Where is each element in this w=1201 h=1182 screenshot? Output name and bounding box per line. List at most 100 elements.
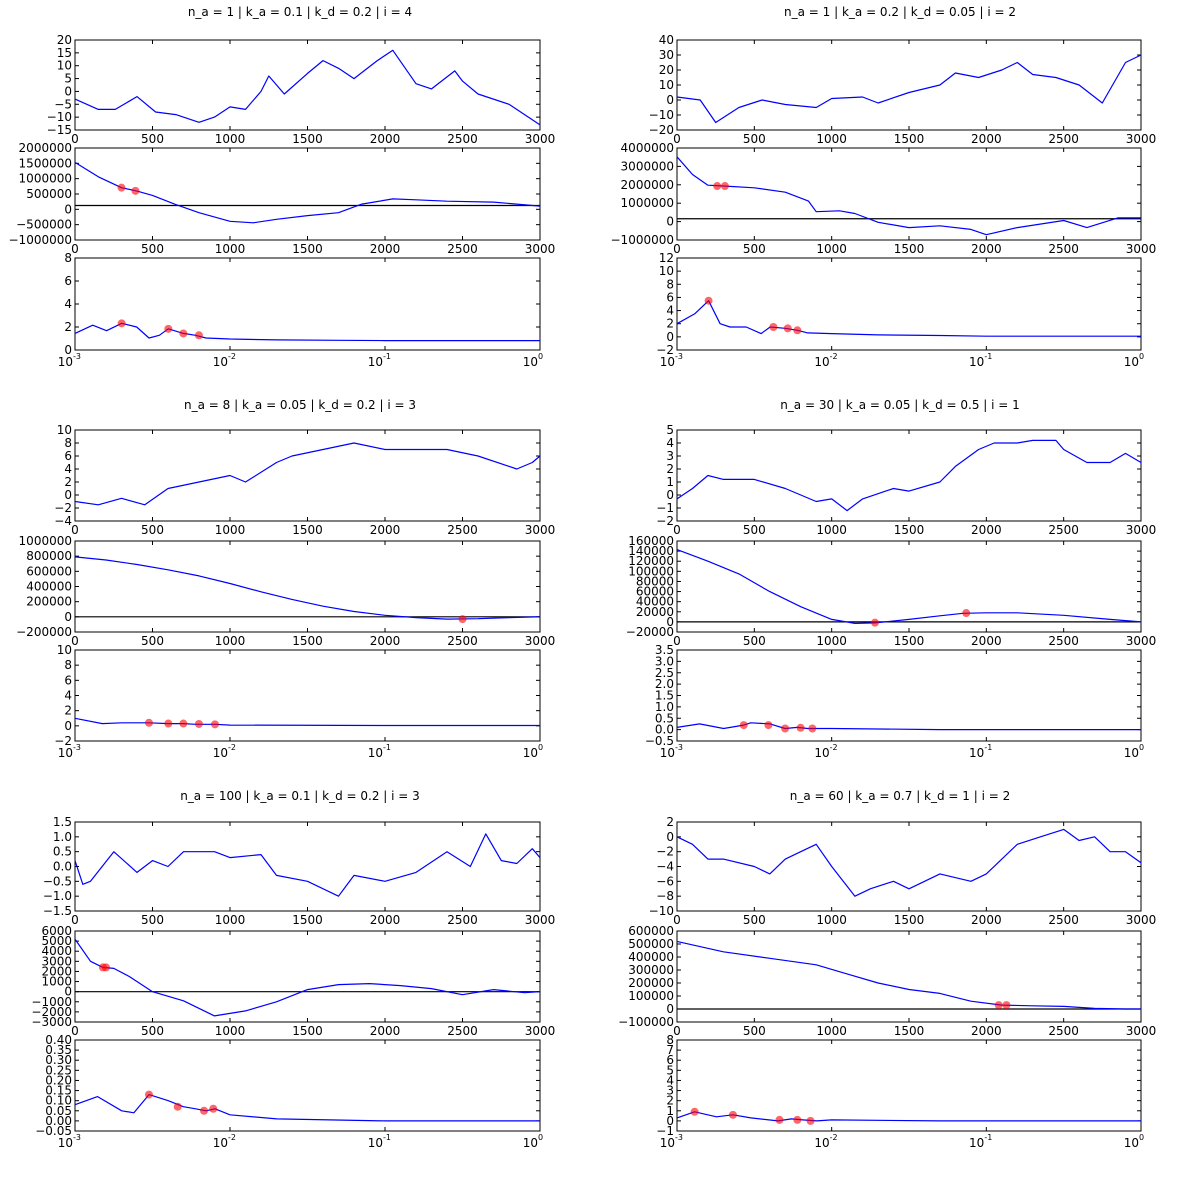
x-tick-base: 10 bbox=[660, 355, 675, 369]
y-tick-label: 4 bbox=[666, 304, 674, 318]
y-tick-label: −2000 bbox=[31, 1005, 72, 1019]
marker-point bbox=[690, 1107, 699, 1116]
y-tick-label: 8 bbox=[64, 251, 72, 265]
x-tick-exponent: 0 bbox=[1139, 352, 1144, 361]
x-tick-label: 1500 bbox=[292, 242, 323, 256]
x-tick-label: 2500 bbox=[447, 913, 478, 927]
chart-6: n_a = 60 | k_a = 0.7 | k_d = 1 | i = 2 0 5… bbox=[618, 789, 1156, 1150]
marker-point bbox=[458, 615, 467, 624]
x-tick-label: 2000 bbox=[370, 242, 401, 256]
plot-area bbox=[676, 930, 1142, 1023]
panel-acf: 0 500 1000 1500 2000 2500 3000 6000005000004000… bbox=[618, 924, 1156, 1038]
y-tick-label: 80000 bbox=[636, 574, 674, 588]
series-line bbox=[676, 439, 1142, 512]
y-tick-label: 6 bbox=[666, 1053, 674, 1067]
chart-4: n_a = 30 | k_a = 0.05 | k_d = 0.5 | i = … bbox=[626, 398, 1157, 760]
y-tick-label: 2 bbox=[666, 462, 674, 476]
x-tick-label: 1000 bbox=[816, 913, 847, 927]
y-tick-label: −1.0 bbox=[43, 889, 72, 903]
y-tick-label: −2 bbox=[656, 514, 674, 528]
y-tick-label: 8 bbox=[666, 1033, 674, 1047]
y-tick-label: 1 bbox=[666, 1104, 674, 1118]
y-tick-label: 1000 bbox=[41, 975, 72, 989]
marker-point bbox=[781, 724, 790, 733]
x-tick-exponent: -3 bbox=[73, 1133, 81, 1142]
marker-point bbox=[994, 1001, 1003, 1010]
x-tick-label: 3000 bbox=[1126, 242, 1157, 256]
x-tick-label: 500 bbox=[141, 634, 164, 648]
y-tick-label: 600000 bbox=[26, 564, 72, 578]
x-tick-label: 3000 bbox=[1126, 913, 1157, 927]
plot-area bbox=[74, 930, 541, 1023]
x-tick-exponent: -2 bbox=[830, 743, 838, 752]
x-tick-base: 10 bbox=[969, 1136, 984, 1150]
y-tick-label: 12 bbox=[659, 251, 674, 265]
chart-title: n_a = 1 | k_a = 0.1 | k_d = 0.2 | i = 4 bbox=[188, 5, 412, 19]
y-tick-label: 0 bbox=[666, 1114, 674, 1128]
marker-point bbox=[720, 182, 729, 191]
x-tick-label: 3000 bbox=[525, 634, 556, 648]
x-tick-label: 500 bbox=[743, 132, 766, 146]
panel-trace: 0 500 1000 1500 2000 2500 3000 1.51.00.50.0−0.5… bbox=[43, 815, 555, 927]
x-tick-label: 1500 bbox=[292, 523, 323, 537]
series-line bbox=[676, 300, 1141, 337]
x-tick-label: 1500 bbox=[894, 913, 925, 927]
y-tick-label: −10 bbox=[649, 904, 674, 918]
x-tick-base: 10 bbox=[1124, 355, 1139, 369]
y-tick-label: 5 bbox=[666, 1063, 674, 1077]
y-tick-label: 1000000 bbox=[19, 534, 72, 548]
x-tick-label: 2000 bbox=[971, 634, 1002, 648]
x-tick-exponent: -2 bbox=[228, 352, 236, 361]
y-tick-label: 3.5 bbox=[655, 643, 674, 657]
x-tick-exponent: -2 bbox=[830, 1133, 838, 1142]
marker-point bbox=[179, 329, 188, 338]
x-tick-base: 10 bbox=[213, 1136, 228, 1150]
marker-point bbox=[775, 1115, 784, 1124]
y-tick-label: 0 bbox=[666, 330, 674, 344]
y-tick-label: −2 bbox=[656, 343, 674, 357]
x-tick-label: 0 bbox=[673, 132, 681, 146]
y-tick-label: 5 bbox=[666, 423, 674, 437]
y-tick-label: 40000 bbox=[636, 595, 674, 609]
series-line bbox=[676, 1111, 1141, 1122]
y-tick-label: 2.0 bbox=[655, 677, 674, 691]
x-tick-exponent: 0 bbox=[538, 1133, 543, 1142]
y-tick-label: 0 bbox=[64, 343, 72, 357]
x-tick-label: 3000 bbox=[525, 523, 556, 537]
y-tick-label: −3000 bbox=[31, 1015, 72, 1029]
x-tick-label: 10 -1 bbox=[368, 743, 391, 760]
plot-area bbox=[74, 1039, 541, 1132]
x-tick-label: 0 bbox=[673, 1024, 681, 1038]
marker-point bbox=[962, 609, 971, 618]
y-tick-label: 0 bbox=[666, 1002, 674, 1016]
y-tick-label: 200000 bbox=[26, 595, 72, 609]
y-tick-label: 8 bbox=[666, 277, 674, 291]
marker-point bbox=[793, 1115, 802, 1124]
x-tick-exponent: -3 bbox=[675, 352, 683, 361]
y-tick-label: 0.5 bbox=[655, 711, 674, 725]
y-tick-label: −2 bbox=[54, 734, 72, 748]
y-tick-label: 3 bbox=[666, 449, 674, 463]
y-tick-label: 3 bbox=[666, 1084, 674, 1098]
x-tick-label: 1000 bbox=[215, 523, 246, 537]
plot-area bbox=[676, 649, 1142, 742]
x-tick-label: 10 0 bbox=[523, 1133, 543, 1150]
x-tick-label: 500 bbox=[743, 913, 766, 927]
x-tick-base: 10 bbox=[368, 746, 383, 760]
x-tick-base: 10 bbox=[1124, 746, 1139, 760]
x-tick-label: 3000 bbox=[1126, 523, 1157, 537]
series-line bbox=[74, 49, 541, 126]
y-tick-label: 0.0 bbox=[53, 860, 72, 874]
x-tick-exponent: -3 bbox=[73, 743, 81, 752]
y-tick-label: 400000 bbox=[26, 580, 72, 594]
x-tick-label: 1000 bbox=[215, 1024, 246, 1038]
x-tick-label: 2000 bbox=[971, 132, 1002, 146]
x-tick-label: 10 -1 bbox=[969, 1133, 992, 1150]
y-tick-label: 2 bbox=[666, 1094, 674, 1108]
y-tick-label: 0 bbox=[666, 830, 674, 844]
marker-point bbox=[704, 296, 713, 305]
y-tick-label: −10 bbox=[47, 110, 72, 124]
x-tick-label: 0 bbox=[71, 132, 79, 146]
marker-point bbox=[194, 331, 203, 340]
